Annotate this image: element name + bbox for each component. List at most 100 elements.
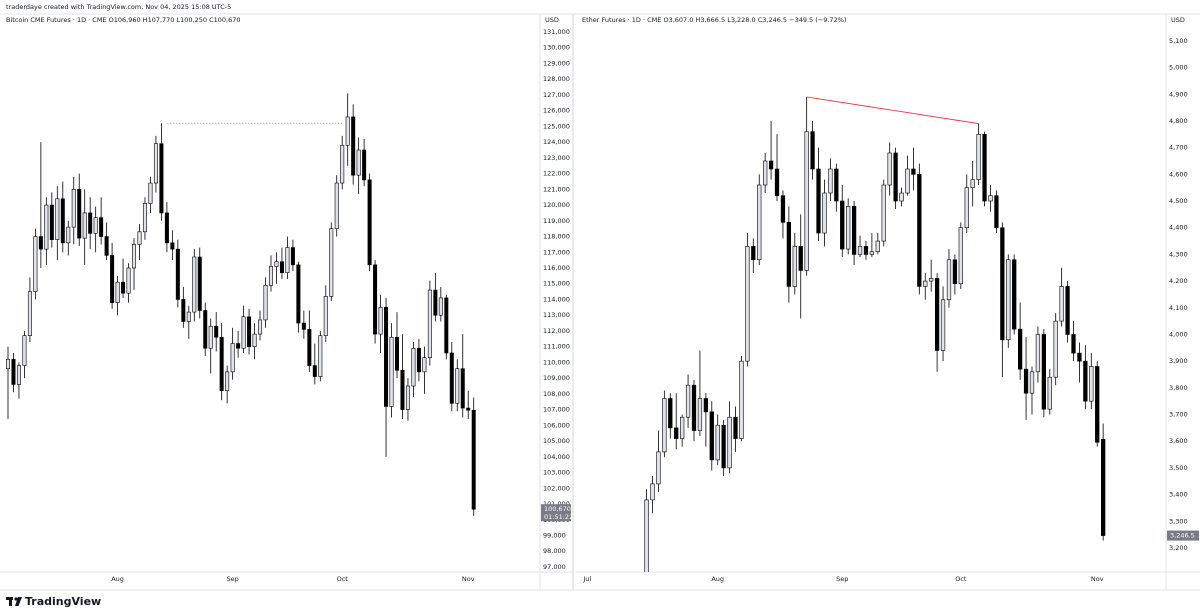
candle-body xyxy=(988,195,993,202)
candle-body xyxy=(875,240,880,253)
candle-body xyxy=(22,335,27,366)
candle-body xyxy=(674,427,679,439)
candle-body xyxy=(863,246,869,255)
y-tick-label: 5,100 xyxy=(1169,37,1188,45)
candle-body xyxy=(751,246,756,261)
candle-body xyxy=(285,247,290,274)
candle-body xyxy=(301,322,306,330)
y-tick-label: 3,900 xyxy=(1169,357,1188,365)
y-tick-label: 3,300 xyxy=(1169,517,1188,525)
candle-body xyxy=(11,358,16,385)
candle-body xyxy=(733,416,738,439)
candle-body xyxy=(644,499,649,572)
candle-body xyxy=(181,299,186,322)
candle-body xyxy=(982,133,987,202)
candle-body xyxy=(449,352,454,404)
y-tick-label: 3,700 xyxy=(1169,411,1188,419)
candle-body xyxy=(356,149,361,176)
logo-part xyxy=(15,597,22,606)
y-tick-label: 126,000 xyxy=(543,107,570,115)
candle-body xyxy=(416,347,421,373)
candle-body xyxy=(1035,334,1041,373)
y-tick-label: 108,000 xyxy=(543,390,570,398)
y-tick-label: 125,000 xyxy=(543,122,570,130)
y-tick-label: 4,900 xyxy=(1169,90,1188,98)
y-tick-label: 106,000 xyxy=(543,421,570,429)
candle-body xyxy=(27,291,32,336)
candle-body xyxy=(225,371,230,392)
candle-body xyxy=(203,310,208,349)
candle-body xyxy=(709,411,714,461)
logo: TradingView xyxy=(6,595,101,608)
y-tick-label: 103,000 xyxy=(543,469,570,477)
chart-title: Ether Futures · 1D · CME O3,607.0 H3,666… xyxy=(582,16,846,24)
candle-body xyxy=(214,325,219,338)
y-tick-label: 111,000 xyxy=(543,343,570,351)
candle-body xyxy=(685,384,691,418)
chart-title: Bitcoin CME Futures · 1D · CME O106,960 … xyxy=(6,16,241,24)
candle-body xyxy=(192,256,197,313)
candle-body xyxy=(887,152,892,186)
y-tick-label: 123,000 xyxy=(543,154,570,162)
y-tick-label: 117,000 xyxy=(543,248,570,256)
candle-body xyxy=(680,416,685,439)
candle-body xyxy=(923,280,928,287)
candle-body xyxy=(715,424,720,461)
candle-body xyxy=(768,160,774,170)
candle-body xyxy=(60,198,65,244)
candle-body xyxy=(857,246,863,255)
candle-body xyxy=(427,289,432,358)
y-tick-label: 3,400 xyxy=(1169,491,1188,499)
candle-body xyxy=(851,206,857,255)
currency-label: USD xyxy=(545,16,559,24)
candle-body xyxy=(307,329,312,366)
candle-body xyxy=(1071,334,1076,354)
candle-body xyxy=(66,226,71,244)
candle-body xyxy=(798,246,803,271)
candle-body xyxy=(148,182,153,204)
y-tick-label: 110,000 xyxy=(543,358,570,366)
y-tick-label: 101,000 xyxy=(543,500,570,508)
candle-body xyxy=(1077,352,1082,362)
y-tick-label: 107,000 xyxy=(543,406,570,414)
candle-body xyxy=(318,335,323,377)
candle-body xyxy=(1083,360,1088,402)
candle-body xyxy=(400,369,405,410)
candle-body xyxy=(656,451,661,485)
x-tick-label: Aug xyxy=(111,575,124,583)
candle-body xyxy=(268,266,273,286)
candle-body xyxy=(970,179,975,188)
countdown: 01:51:22 xyxy=(544,513,573,521)
candle-body xyxy=(104,236,109,256)
candle-body xyxy=(964,187,969,229)
candle-body xyxy=(929,278,934,282)
candle-body xyxy=(373,264,378,335)
candle-body xyxy=(159,143,164,214)
candle-body xyxy=(869,251,875,255)
candle-body xyxy=(460,368,465,409)
y-tick-label: 119,000 xyxy=(543,217,570,225)
y-tick-label: 120,000 xyxy=(543,201,570,209)
candle-body xyxy=(917,174,922,287)
y-tick-label: 4,400 xyxy=(1169,224,1188,232)
candle-body xyxy=(121,281,126,294)
candle-body xyxy=(367,179,372,266)
candle-body xyxy=(208,325,213,349)
y-tick-label: 130,000 xyxy=(543,44,570,52)
candle-body xyxy=(186,311,191,322)
y-tick-label: 118,000 xyxy=(543,233,570,241)
candle-body xyxy=(1053,320,1058,378)
candle-body xyxy=(49,204,54,240)
candle-body xyxy=(296,264,301,324)
candle-body xyxy=(252,333,257,347)
candle-body xyxy=(822,192,827,234)
candle-body xyxy=(834,168,839,202)
candle-body xyxy=(828,168,833,194)
y-tick-label: 4,500 xyxy=(1169,197,1188,205)
candle-body xyxy=(230,343,235,373)
candle-body xyxy=(16,365,21,385)
candle-body xyxy=(219,336,224,392)
last-price-box xyxy=(541,504,571,522)
x-tick-label: Sep xyxy=(227,575,239,583)
